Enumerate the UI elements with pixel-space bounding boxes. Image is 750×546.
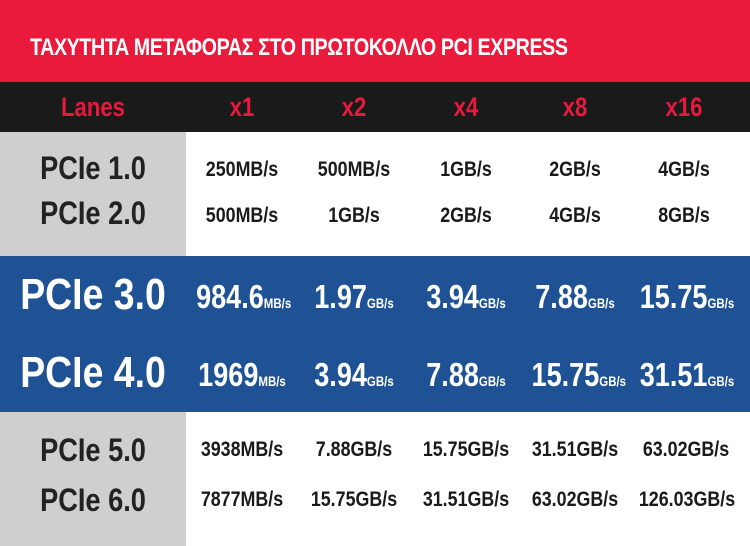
table-cell: 15.75GB/s bbox=[310, 488, 398, 511]
table-cell: 4GB/s bbox=[549, 204, 601, 227]
row-label-pcie-5: PCIe 5.0 bbox=[40, 432, 146, 468]
header-x8: x8 bbox=[562, 92, 588, 122]
table-cell: 500MB/s bbox=[205, 204, 279, 227]
table-cell: 3938MB/s bbox=[200, 438, 284, 461]
table-cell: 63.02GB/s bbox=[642, 438, 730, 461]
table-cell: 31.51GB/s bbox=[422, 488, 510, 511]
page-title: ΤΑΧΥΤΗΤΑ ΜΕΤΑΦΟΡΑΣ ΣΤΟ ΠΡΩΤΟΚΟΛΛΟ PCI EX… bbox=[30, 34, 568, 61]
table-cell-highlight: 7.88GB/s bbox=[426, 356, 506, 393]
table-cell: 500MB/s bbox=[317, 158, 391, 181]
table-header-row: Lanes x1 x2 x4 x8 x16 bbox=[0, 82, 750, 132]
table-cell: 126.03GB/s bbox=[638, 488, 736, 511]
table-cell-highlight: 984.6MB/s bbox=[196, 278, 292, 315]
table-cell-highlight: 15.75GB/s bbox=[639, 278, 735, 315]
table-cell: 8GB/s bbox=[658, 204, 710, 227]
header-x16: x16 bbox=[665, 92, 703, 122]
header-x4: x4 bbox=[453, 92, 479, 122]
table-cell: 2GB/s bbox=[549, 158, 601, 181]
row-label-pcie-6: PCIe 6.0 bbox=[40, 482, 146, 518]
header-x1: x1 bbox=[229, 92, 255, 122]
label-column-bottom bbox=[0, 412, 186, 546]
table-cell: 31.51GB/s bbox=[531, 438, 619, 461]
table-cell: 15.75GB/s bbox=[422, 438, 510, 461]
title-bar: ΤΑΧΥΤΗΤΑ ΜΕΤΑΦΟΡΑΣ ΣΤΟ ΠΡΩΤΟΚΟΛΛΟ PCI EX… bbox=[0, 0, 750, 82]
table-cell-highlight: 31.51GB/s bbox=[639, 356, 735, 393]
table-cell: 1GB/s bbox=[440, 158, 492, 181]
header-lanes: Lanes bbox=[60, 92, 125, 122]
table-cell: 4GB/s bbox=[658, 158, 710, 181]
table-cell-highlight: 3.94GB/s bbox=[426, 278, 506, 315]
table-cell: 250MB/s bbox=[205, 158, 279, 181]
table-cell: 63.02GB/s bbox=[531, 488, 619, 511]
table-cell-highlight: 1969MB/s bbox=[198, 356, 286, 393]
table-cell-highlight: 1.97GB/s bbox=[314, 278, 394, 315]
table-cell: 7877MB/s bbox=[200, 488, 284, 511]
table-cell: 7.88GB/s bbox=[315, 438, 393, 461]
table-cell: 2GB/s bbox=[440, 204, 492, 227]
row-label-pcie-1: PCIe 1.0 bbox=[40, 150, 146, 186]
header-x2: x2 bbox=[341, 92, 367, 122]
table-cell: 1GB/s bbox=[328, 204, 380, 227]
row-label-pcie-4: PCIe 4.0 bbox=[20, 348, 166, 397]
table-cell-highlight: 3.94GB/s bbox=[314, 356, 394, 393]
table-cell-highlight: 7.88GB/s bbox=[535, 278, 615, 315]
table-cell-highlight: 15.75GB/s bbox=[531, 356, 627, 393]
label-column-top bbox=[0, 132, 186, 256]
highlight-band bbox=[0, 256, 750, 412]
row-label-pcie-3: PCIe 3.0 bbox=[20, 270, 166, 319]
row-label-pcie-2: PCIe 2.0 bbox=[40, 195, 146, 231]
